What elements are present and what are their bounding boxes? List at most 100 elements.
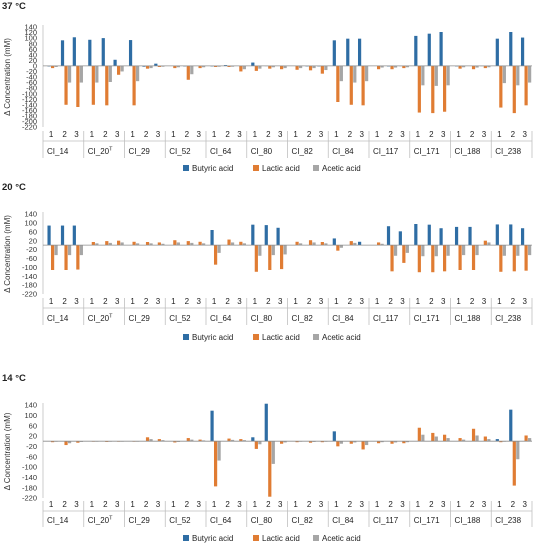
y-tick-label: 80 [29,39,37,48]
butyric-bar [495,439,499,442]
category-label: CI_117 [373,147,399,156]
acetic-bar [54,245,58,256]
y-tick-label: 140 [24,210,37,219]
replicate-label: 3 [196,500,201,509]
replicate-label: 2 [62,297,67,306]
replicate-label: 1 [456,500,461,509]
replicate-label: 2 [144,500,149,509]
replicate-label: 2 [388,500,393,509]
lactic-bar [64,65,68,105]
replicate-label: 1 [171,500,176,509]
y-tick-label: 140 [24,23,37,32]
acetic-bar [258,245,262,256]
acetic-legend-label: Acetic acid [322,164,361,173]
acetic-bar [161,65,165,67]
lactic-bar [145,65,150,69]
acetic-bar [312,242,316,246]
acetic-bar [54,65,58,67]
lactic-bar [458,65,462,69]
replicate-label: 2 [429,297,434,306]
replicate-label: 1 [293,297,298,306]
acetic-bar [176,65,180,68]
lactic-bar [524,65,528,106]
category-label: CI_117 [373,314,399,323]
butyric-legend-swatch [183,334,189,340]
acetic-bar [299,65,303,69]
replicate-label: 1 [212,297,217,306]
replicate-label: 3 [441,130,446,139]
replicate-label: 3 [74,297,79,306]
replicate-label: 1 [49,297,54,306]
lactic-bar [198,439,202,442]
lactic-bar [499,245,503,272]
acetic-bar [462,245,466,256]
replicate-label: 1 [497,500,502,509]
lactic-bar [76,245,80,270]
acetic-bar [271,245,275,256]
lactic-bar [76,65,80,107]
acetic-bar [365,441,369,446]
butyric-legend-label: Butyric acid [192,534,233,543]
y-tick-label: -100 [22,263,37,272]
butyric-bar [60,225,65,246]
replicate-label: 2 [266,130,271,139]
butyric-bar [427,33,431,66]
replicate-label: 3 [441,500,446,509]
butyric-bar [332,238,336,246]
acetic-legend-label: Acetic acid [322,333,361,342]
replicate-label: 3 [74,130,79,139]
category-label: CI_82 [292,516,314,525]
replicate-label: 1 [90,500,95,509]
acetic-bar [67,441,72,444]
y-tick-label: -60 [26,452,37,461]
replicate-label: 3 [196,297,201,306]
replicate-label: 3 [156,500,161,509]
lactic-bar [431,65,435,114]
replicate-label: 1 [375,130,380,139]
butyric-bar [414,35,418,66]
lactic-bar [213,65,218,67]
lactic-bar [157,65,161,67]
lactic-bar [239,65,243,72]
butyric-bar [113,59,117,66]
acetic-bar [475,245,479,256]
lactic-bar [499,65,503,108]
butyric-bar [88,39,92,66]
acetic-bar [202,65,206,68]
butyric-bar [398,231,402,246]
lactic-bar [471,245,476,270]
category-label: CI_188 [455,314,481,323]
replicate-label: 3 [482,297,487,306]
lactic-bar [198,241,202,246]
acetic-bar [446,438,450,442]
category-label: CI_238 [495,516,521,525]
replicate-label: 3 [441,297,446,306]
category-superscript: T [109,516,113,522]
lactic-bar [443,245,447,272]
replicate-label: 2 [266,500,271,509]
y-tick-label: 60 [29,45,37,54]
acetic-bar [79,245,83,256]
lactic-bar [512,245,516,272]
y-tick-label: -100 [22,463,37,472]
lactic-bar [320,242,324,246]
acetic-bar [242,243,246,246]
lactic-bar [483,436,487,442]
replicate-label: 3 [522,130,527,139]
lactic-bar [336,441,340,447]
acetic-bar [475,65,479,68]
acetic-bar [161,440,165,442]
lactic-bar [268,65,272,69]
lactic-bar [76,441,80,443]
acetic-bar [202,243,206,246]
lactic-bar [361,441,365,450]
replicate-label: 1 [293,130,298,139]
y-tick-label: -180 [22,111,37,120]
replicate-label: 3 [522,297,527,306]
replicate-label: 2 [185,500,190,509]
butyric-bar [414,224,418,246]
replicate-label: 2 [225,130,230,139]
butyric-bar [357,241,362,246]
lactic-bar [213,245,218,265]
